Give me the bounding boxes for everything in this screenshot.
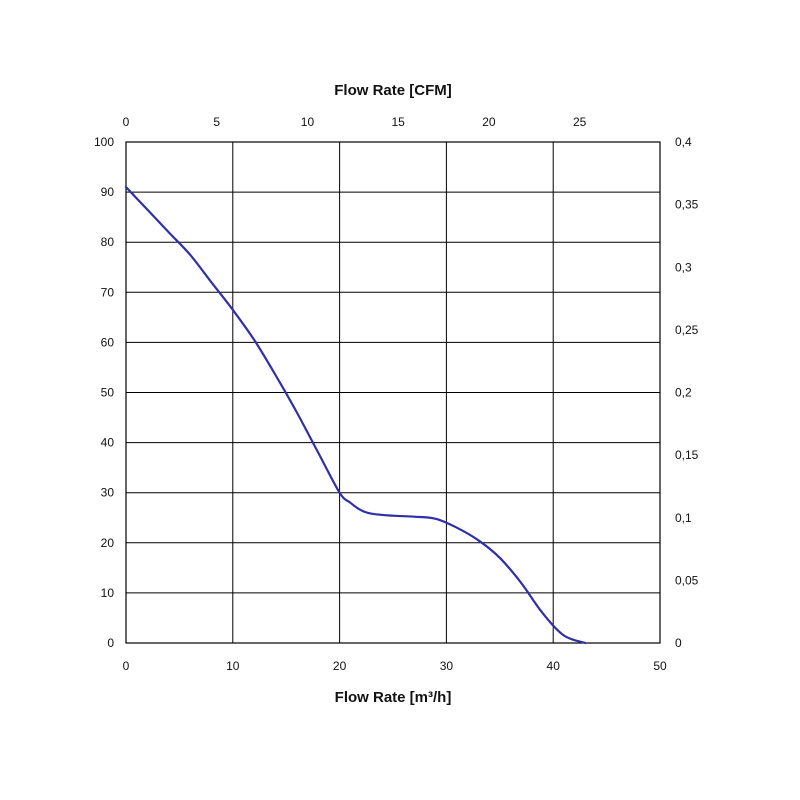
y-tick-label: 0 [107,636,114,650]
x-tick-label: 20 [333,659,347,673]
right-y-tick-label: 0,25 [675,323,699,337]
y-tick-label: 30 [101,486,115,500]
right-y-tick-label: 0,15 [675,448,699,462]
right-y-tick-label: 0,05 [675,573,699,587]
top-x-tick-label: 10 [301,115,315,129]
right-y-tick-label: 0,1 [675,511,692,525]
x-tick-label: 10 [226,659,240,673]
y-tick-label: 70 [101,285,115,299]
y-tick-label: 90 [101,185,115,199]
top-x-tick-label: 15 [391,115,405,129]
x-tick-label: 0 [123,659,130,673]
x-tick-label: 30 [440,659,454,673]
top-x-tick-label: 0 [123,115,130,129]
y-tick-label: 50 [101,386,115,400]
right-y-tick-label: 0 [675,636,682,650]
top-x-tick-label: 5 [213,115,220,129]
x-tick-label: 50 [653,659,667,673]
right-y-tick-label: 0,35 [675,198,699,212]
y-axis-ticks: 0 10 20 30 40 50 60 70 80 90 100 [94,135,114,650]
series-line [124,186,587,645]
right-y-axis-ticks: 0 0,05 0,1 0,15 0,2 0,25 0,3 0,35 0,4 [675,135,699,650]
grid [125,141,661,644]
y-tick-label: 60 [101,335,115,349]
plot-frame [125,141,661,644]
y-tick-label: 80 [101,235,115,249]
x-tick-label: 40 [547,659,561,673]
x-axis-title: Flow Rate [m³/h] [335,689,452,706]
y-tick-label: 40 [101,436,115,450]
top-x-tick-label: 25 [573,115,587,129]
y-tick-label: 100 [94,135,114,149]
y-tick-label: 10 [101,586,115,600]
top-x-axis-title: Flow Rate [CFM] [334,82,452,99]
top-x-tick-label: 20 [482,115,496,129]
right-y-tick-label: 0,3 [675,260,692,274]
right-y-tick-label: 0,4 [675,135,692,149]
y-tick-label: 20 [101,536,115,550]
x-axis-ticks: 0 10 20 30 40 50 [123,659,667,673]
top-x-axis-ticks: 0 5 10 15 20 25 [123,115,587,129]
right-y-tick-label: 0,2 [675,386,692,400]
